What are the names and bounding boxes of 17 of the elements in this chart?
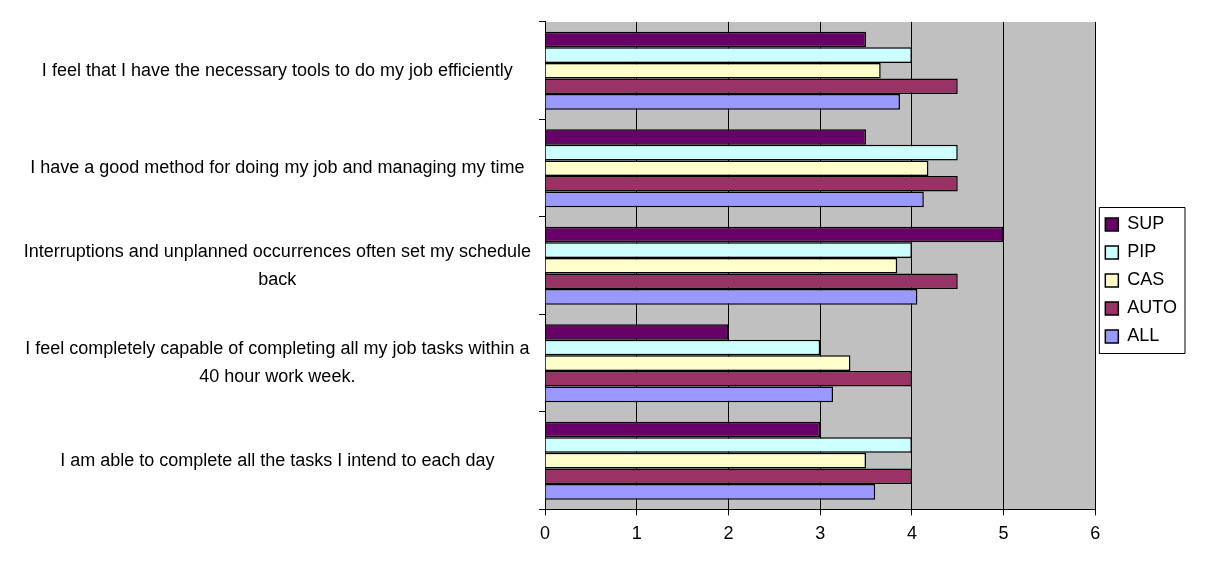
- x-tick-label: 1: [631, 523, 642, 544]
- legend-label: AUTO: [1127, 297, 1178, 318]
- legend-label: ALL: [1127, 325, 1160, 346]
- x-tick-label: 0: [539, 523, 551, 544]
- x-tick-label: 5: [998, 523, 1009, 544]
- y-tick-label: I have a good method for doing my job and managing my time: [30, 157, 525, 178]
- x-tick-label: 2: [723, 523, 734, 544]
- x-tick-label: 3: [815, 523, 826, 544]
- y-tick-label: I feel that I have the necessary tools to do my job efficiently: [41, 59, 513, 80]
- y-tick-label: I feel completely capable of completing all my job tasks within a 40 hour work week.: [25, 338, 531, 387]
- y-tick-label: I am able to complete all the tasks I intend to each day: [60, 449, 495, 470]
- y-tick-label: Interruptions and unplanned occurrences often set my schedule back: [23, 240, 532, 289]
- x-tick-label: 4: [906, 523, 917, 544]
- legend-label: SUP: [1127, 213, 1165, 234]
- legend-label: CAS: [1127, 269, 1165, 290]
- x-tick-label: 6: [1090, 523, 1101, 544]
- legend-label: PIP: [1127, 241, 1157, 262]
